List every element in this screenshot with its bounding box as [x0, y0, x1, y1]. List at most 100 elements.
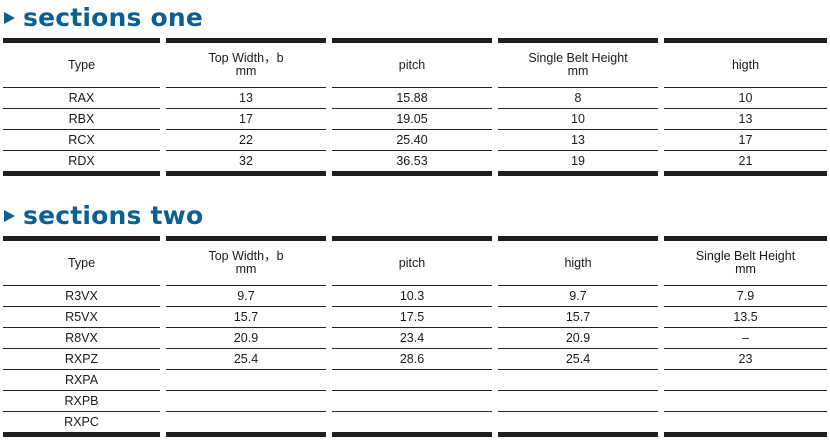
column-header: Top Width，b mm: [160, 238, 329, 286]
type-cell: RAX: [3, 87, 163, 109]
value-cell: 13: [492, 129, 661, 151]
table-row: R8VX 20.9 23.4 20.9–: [3, 327, 827, 349]
value-cell: [160, 369, 329, 391]
value-cell: 15.7: [492, 306, 661, 328]
column-header-line: mm: [235, 64, 257, 78]
value-cell: 13: [658, 108, 827, 130]
value-cell: [492, 411, 661, 435]
value-cell: [160, 411, 329, 435]
type-cell: RXPA: [3, 369, 163, 391]
value-cell: 8: [492, 87, 661, 109]
column-header: pitch: [326, 40, 495, 88]
value-cell: [658, 369, 827, 391]
value-cell: 19.05: [326, 108, 495, 130]
value-cell: 15.88: [326, 87, 495, 109]
column-header-line: Type: [67, 255, 96, 270]
column-header: Single Belt Height mm: [658, 238, 827, 286]
section-two-table: Type Top Width，b mm pitch higth Single Belt H…: [3, 236, 827, 437]
column-header: Type: [3, 238, 163, 286]
column-header: higth: [492, 238, 661, 286]
table-row: RXPB: [3, 390, 827, 412]
column-header-line: Single Belt Height: [695, 249, 796, 263]
column-header-line: Type: [67, 57, 96, 72]
column-header: Single Belt Height mm: [492, 40, 661, 88]
type-cell: RCX: [3, 129, 163, 151]
type-cell: RXPZ: [3, 348, 163, 370]
table-row: RAX 13 15.88 8 10: [3, 87, 827, 109]
type-cell: RXPC: [64, 415, 99, 429]
section-one-heading: sections one: [4, 0, 203, 34]
header-row: Type Top Width，b mm pitch Single Belt Height…: [3, 40, 827, 88]
column-header-line: mm: [567, 64, 589, 78]
table-row: R5VX 15.7 17.5 15.7 13.5: [3, 306, 827, 328]
section-two-heading: sections two: [4, 198, 203, 232]
value-cell: 28.6: [326, 348, 495, 370]
value-cell: 21: [658, 150, 827, 174]
value-cell: 17: [658, 129, 827, 151]
column-header-line: higth: [731, 57, 760, 72]
column-header-line: Top Width，b: [208, 51, 284, 65]
value-cell: [326, 411, 495, 435]
type-cell: R8VX: [3, 327, 163, 349]
value-cell: 13: [160, 87, 329, 109]
column-header-line: pitch: [398, 255, 426, 270]
value-cell: 32: [160, 150, 329, 174]
column-header-line: mm: [735, 262, 756, 276]
column-header-line: Top Width，b: [208, 249, 284, 263]
section-one-title: sections one: [23, 2, 204, 32]
value-cell: 7.9: [658, 285, 827, 307]
column-header-line: higth: [564, 255, 592, 270]
value-cell: 23: [658, 348, 827, 370]
value-cell: 25.40: [326, 129, 495, 151]
section-two-title: sections two: [23, 200, 204, 230]
table-row: RXPC: [3, 411, 827, 435]
value-cell: 23.4: [326, 327, 495, 349]
table-row: RXPA: [3, 369, 827, 391]
value-cell: 9.7: [492, 285, 661, 307]
value-cell: [160, 390, 329, 412]
value-cell: 10.3: [326, 285, 495, 307]
column-header: pitch: [326, 238, 495, 286]
value-cell: –: [658, 327, 827, 349]
value-cell: 17: [160, 108, 329, 130]
column-header: higth: [658, 40, 827, 88]
value-cell: [492, 369, 661, 391]
value-cell: 9.7: [160, 285, 329, 307]
value-cell: [658, 411, 827, 435]
table-row: RDX 32 36.53 19 21: [3, 150, 827, 174]
value-cell: [326, 369, 495, 391]
table-row: RXPZ 25.4 28.6 25.4 23: [3, 348, 827, 370]
value-cell: 20.9: [160, 327, 329, 349]
table-row: RBX 17 19.05 10 13: [3, 108, 827, 130]
type-cell: R3VX: [3, 285, 163, 307]
value-cell: [492, 390, 661, 412]
column-header: Top Width，b mm: [160, 40, 329, 88]
column-header-line: mm: [235, 262, 257, 276]
value-cell: 25.4: [160, 348, 329, 370]
value-cell: 15.7: [160, 306, 329, 328]
table-row: R3VX 9.7 10.3 9.7 7.9: [3, 285, 827, 307]
table-row: RCX 22 25.40 13 17: [3, 129, 827, 151]
value-cell: 20.9: [492, 327, 661, 349]
column-header-line: Single Belt Height: [528, 51, 628, 65]
triangle-bullet-icon: [4, 12, 15, 24]
type-cell: RXPB: [3, 390, 163, 412]
value-cell: 19: [492, 150, 661, 174]
triangle-bullet-icon: [4, 210, 15, 222]
value-cell: 17.5: [326, 306, 495, 328]
type-cell: RDX: [68, 154, 95, 168]
value-cell: [658, 390, 827, 412]
type-cell: R5VX: [3, 306, 163, 328]
header-row: Type Top Width，b mm pitch higth Single Belt H…: [3, 238, 827, 286]
value-cell: 25.4: [492, 348, 661, 370]
column-header: Type: [3, 40, 163, 88]
value-cell: 22: [160, 129, 329, 151]
value-cell: 13.5: [658, 306, 827, 328]
value-cell: 10: [658, 87, 827, 109]
value-cell: 36.53: [326, 150, 495, 174]
column-header-line: pitch: [398, 57, 426, 72]
value-cell: [326, 390, 495, 412]
section-one-table: Type Top Width，b mm pitch Single Belt Height…: [3, 38, 827, 176]
type-cell: RBX: [3, 108, 163, 130]
value-cell: 10: [492, 108, 661, 130]
